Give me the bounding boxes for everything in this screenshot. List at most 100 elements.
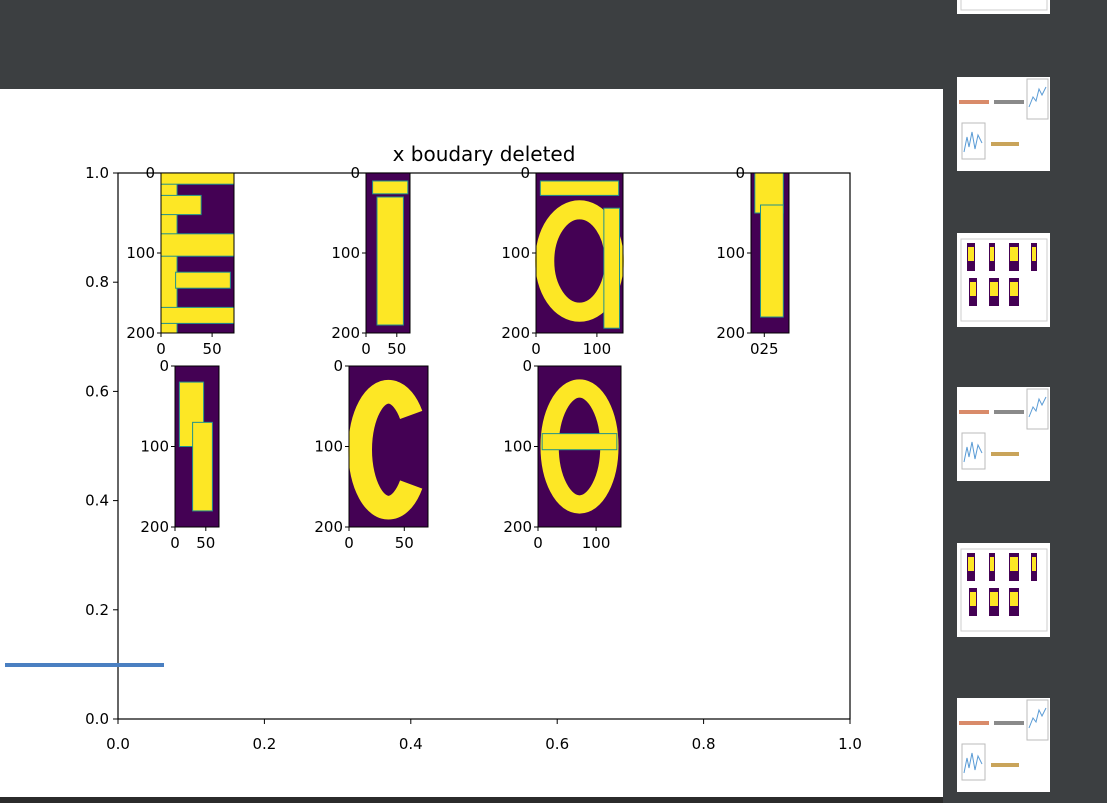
figure-title: x boudary deleted <box>393 142 576 166</box>
subplot-y-tick-label: 100 <box>314 438 343 456</box>
thumb-bar <box>959 410 989 414</box>
glyph-stroke <box>541 433 618 451</box>
subplot-x-tick-label: 100 <box>582 534 611 552</box>
subplot-y-tick-label: 200 <box>126 324 155 342</box>
subplot-x-tick-label: 025 <box>750 340 779 358</box>
outer-axes-frame <box>117 172 851 720</box>
subplot-y-tick-label: 0 <box>145 164 155 182</box>
glyph-stroke <box>603 207 621 329</box>
subplot-y-tick-label: 0 <box>735 164 745 182</box>
figure-svg: x boudary deleted 0.0 0.2 0.4 0.6 0.8 1.0 0.0 0.… <box>85 142 862 753</box>
thumb-line <box>963 131 983 153</box>
thumb-line <box>1028 707 1047 729</box>
thumb-bar <box>959 721 989 725</box>
thumb-frame <box>1026 78 1049 120</box>
subplot-y-tick-label: 100 <box>126 244 155 262</box>
thumbnail-preview <box>960 548 1048 632</box>
subplot-x-tick-label: 0 <box>344 534 354 552</box>
thumb-cell-fill <box>1010 557 1018 571</box>
subplot-y-tick-label: 0 <box>350 164 360 182</box>
thumb-cell-fill <box>970 282 976 296</box>
thumb-cell-fill <box>1032 247 1036 261</box>
subplot-y-tick-label: 100 <box>716 244 745 262</box>
thumb-cell-fill <box>1010 282 1018 296</box>
thumb-line <box>1028 396 1047 418</box>
bottom-scroll-strip <box>0 797 943 803</box>
subplot-y-tick-label: 0 <box>522 357 532 375</box>
selected-thumbnail-indicator <box>5 663 164 667</box>
thumb-cell-fill <box>990 247 994 261</box>
thumb-cell-fill <box>970 592 976 606</box>
outer-y-tick-label: 0.0 <box>85 710 109 728</box>
thumb-bar <box>991 452 1019 456</box>
thumb-bar <box>959 100 989 104</box>
figure-thumbnail[interactable] <box>957 543 1050 637</box>
thumb-cell-fill <box>968 557 974 571</box>
glyph-stroke <box>175 271 231 289</box>
outer-x-tick-label: 1.0 <box>838 735 862 753</box>
thumb-cell-fill <box>990 282 998 296</box>
subplot-y-tick-label: 100 <box>501 244 530 262</box>
thumb-cell-fill <box>1032 557 1036 571</box>
thumb-cell-fill <box>1010 247 1018 261</box>
subplot-y-tick-label: 200 <box>501 324 530 342</box>
outer-y-tick-label: 1.0 <box>85 164 109 182</box>
subplot-x-tick-label: 50 <box>395 534 414 552</box>
subplot-y-tick-label: 0 <box>159 357 169 375</box>
glyph-stroke <box>160 306 235 324</box>
thumbnail-preview <box>959 388 1049 470</box>
thumb-bar <box>994 721 1024 725</box>
thumb-line <box>1028 86 1047 108</box>
subplot-x-tick-label: 100 <box>583 340 612 358</box>
thumbnail-preview <box>960 0 1048 11</box>
outer-y-tick-label: 0.8 <box>85 273 109 291</box>
figure-thumbnail[interactable] <box>957 77 1050 171</box>
thumb-frame <box>1026 699 1049 741</box>
subplot-y-tick-label: 200 <box>314 518 343 536</box>
glyph-stroke <box>376 196 404 326</box>
thumb-line <box>963 441 983 463</box>
thumb-frame <box>960 0 1048 11</box>
outer-x-tick-label: 0.2 <box>252 735 276 753</box>
thumb-cell-fill <box>968 247 974 261</box>
subplot-y-tick-label: 0 <box>333 357 343 375</box>
glyph-stroke <box>348 379 423 520</box>
thumb-frame <box>960 548 1048 632</box>
outer-y-tick-label: 0.4 <box>85 492 109 510</box>
subplot-x-tick-label: 0 <box>531 340 541 358</box>
subplot-y-tick-label: 100 <box>140 438 169 456</box>
thumb-frame <box>961 122 986 160</box>
subplot-y-tick-label: 200 <box>331 324 360 342</box>
thumb-bar <box>994 410 1024 414</box>
subplot-y-tick-label: 200 <box>716 324 745 342</box>
thumbnail-sidebar[interactable] <box>943 0 1107 803</box>
outer-x-tick-label: 0.4 <box>399 735 423 753</box>
subplot-x-tick-label: 0 <box>361 340 371 358</box>
outer-x-tick-label: 0.6 <box>545 735 569 753</box>
subplot-y-tick-label: 200 <box>503 518 532 536</box>
subplot-r1c4: 0 100 200 025 <box>716 164 790 358</box>
thumb-frame <box>1026 388 1049 430</box>
subplot-x-tick-label: 50 <box>387 340 406 358</box>
figure-thumbnail[interactable] <box>957 387 1050 481</box>
thumb-frame <box>961 743 986 781</box>
glyph-stroke <box>160 233 235 257</box>
thumbnail-preview <box>960 238 1048 322</box>
figure-thumbnail[interactable] <box>957 698 1050 792</box>
thumb-bar <box>994 100 1024 104</box>
subplot-x-tick-label: 50 <box>196 534 215 552</box>
figure-thumbnail[interactable] <box>957 0 1050 14</box>
outer-x-tick-label: 0.0 <box>106 735 130 753</box>
thumb-bar <box>991 142 1019 146</box>
thumb-frame <box>960 238 1048 322</box>
subplot-y-tick-label: 200 <box>140 518 169 536</box>
figure-thumbnail[interactable] <box>957 233 1050 327</box>
subplot-y-tick-label: 100 <box>503 438 532 456</box>
subplot-y-tick-label: 100 <box>331 244 360 262</box>
thumb-cell-fill <box>1010 592 1018 606</box>
